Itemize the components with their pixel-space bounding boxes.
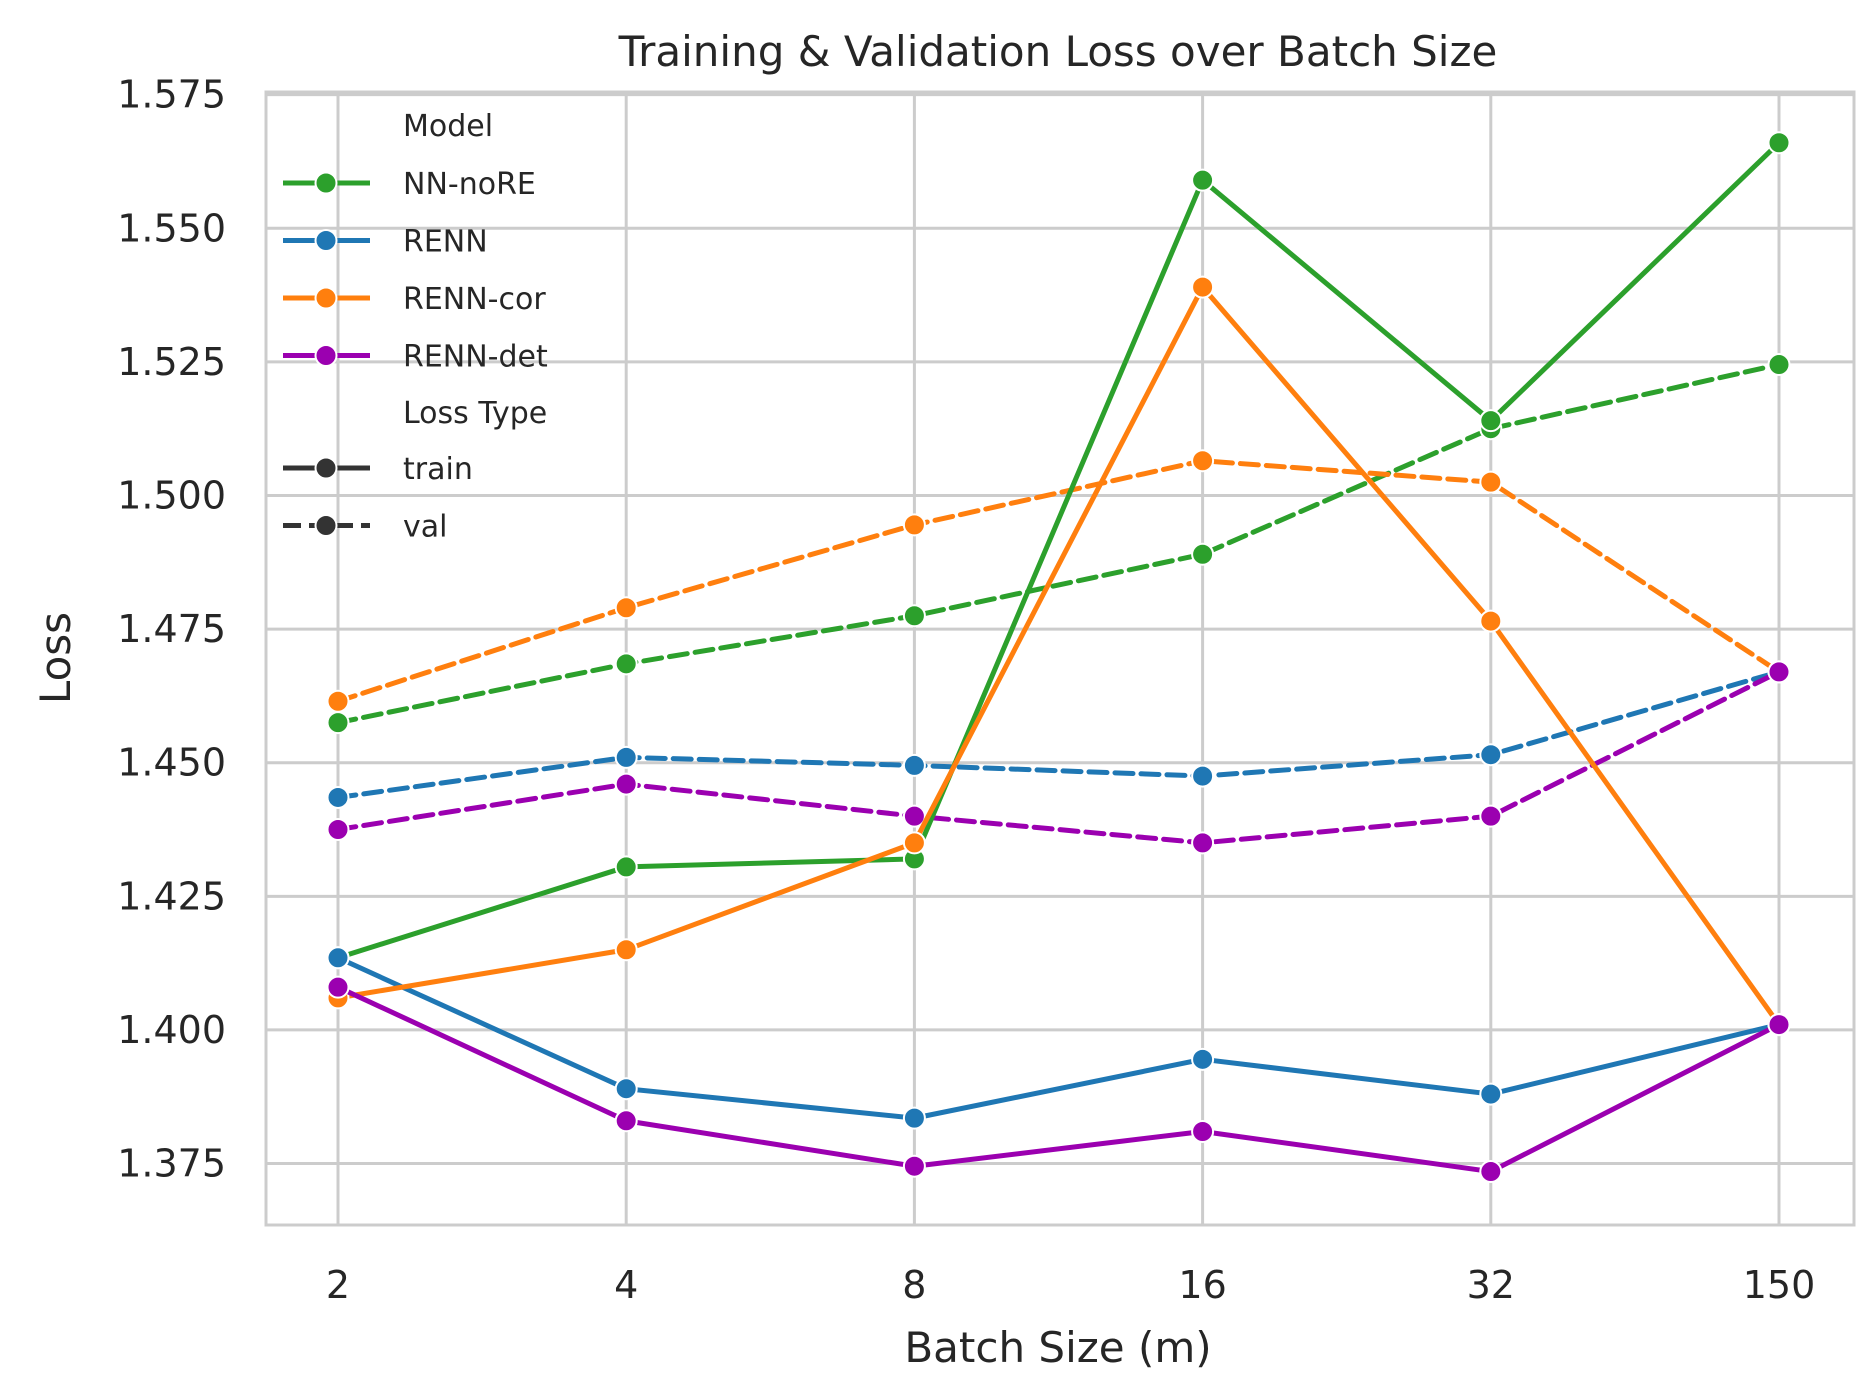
grid [266,92,1854,1225]
legend-style-label: train [403,452,473,487]
data-point-renn-cor-val [902,513,926,537]
plot-area [266,92,1854,1225]
data-point-renn-train [902,1106,926,1130]
y-tick-label: 1.525 [117,340,226,384]
legend: Model Loss Type NN-noRE RENN RENN-cor RENN-… [283,109,548,545]
legend-marker [314,286,338,310]
data-point-nn-nore-val [326,711,350,735]
y-tick-label: 1.475 [117,607,226,651]
x-tick-label: 4 [614,1263,638,1307]
y-tick-label: 1.400 [117,1008,226,1052]
data-point-nn-nore-val [902,604,926,628]
legend-entry-label: RENN-cor [403,282,546,317]
data-point-renn-val [902,753,926,777]
series-line-renn-val [335,669,1782,800]
series-line-renn-cor-train [335,284,1782,1028]
legend-entry-label: RENN-det [403,340,548,375]
data-point-renn-val [614,745,638,769]
data-point-renn-det-val [326,818,350,842]
legend-marker [314,344,338,367]
data-point-renn-det-val [1767,660,1791,684]
x-tick-label: 16 [1178,1263,1226,1307]
data-point-renn-cor-train [902,831,926,855]
y-axis-label: Loss [31,612,80,704]
data-point-renn-det-val [1479,804,1503,828]
data-point-renn-det-val [1191,831,1215,855]
plot-frame [264,90,1856,1227]
data-point-renn-val [326,785,350,809]
data-point-renn-cor-val [1191,449,1215,473]
legend-marker [314,514,338,537]
data-point-renn-det-train [326,975,350,999]
data-point-renn-train [614,1077,638,1101]
data-point-renn-val [1479,743,1503,767]
data-point-renn-val [1191,764,1215,788]
x-tick-label: 150 [1743,1263,1816,1307]
data-point-nn-nore-train [1767,131,1791,155]
data-point-renn-det-train [902,1154,926,1178]
series-line-renn-det-val [335,669,1782,846]
data-point-renn-det-train [1479,1160,1503,1184]
data-point-renn-train [1191,1047,1215,1071]
data-point-nn-nore-val [1767,353,1791,377]
series-line-renn-det-train [335,984,1782,1175]
legend-style-label: val [403,510,447,545]
data-point-renn-cor-train [1191,275,1215,299]
y-ticks: 1.375 1.400 1.425 1.450 1.475 1.500 1.525 1.550… [117,73,226,1186]
data-point-renn-det-val [902,804,926,828]
series-line-nn-nore-val [335,362,1782,726]
data-point-renn-det-val [614,772,638,796]
data-point-nn-nore-val [614,652,638,676]
legend-loss-type-title: Loss Type [403,396,547,431]
data-point-renn-det-train [1767,1013,1791,1037]
y-tick-label: 1.375 [117,1142,226,1186]
data-point-renn-cor-val [326,689,350,713]
series-layer [326,131,1791,1184]
legend-entry-label: RENN [403,225,488,260]
data-point-nn-nore-val [1191,542,1215,566]
data-point-nn-nore-train [1479,409,1503,433]
data-point-renn-train [1479,1082,1503,1106]
data-point-nn-nore-train [1191,168,1215,192]
x-ticks: 2 4 8 16 32 150 [326,1263,1815,1307]
data-point-renn-cor-train [614,938,638,962]
legend-marker [314,171,338,195]
series-line-nn-nore-train [335,140,1782,961]
legend-model-title: Model [403,109,493,144]
data-point-renn-cor-val [614,596,638,620]
x-tick-label: 2 [326,1263,350,1307]
legend-marker [314,229,338,252]
data-point-renn-cor-val [1479,470,1503,494]
data-point-nn-nore-train [614,855,638,879]
data-point-renn-cor-train [1479,609,1503,633]
y-tick-label: 1.575 [117,73,226,117]
legend-marker [314,456,338,480]
y-tick-label: 1.550 [117,206,226,250]
data-point-renn-train [326,946,350,970]
chart-title: Training & Validation Loss over Batch Si… [618,27,1498,76]
data-point-renn-det-train [614,1109,638,1133]
x-axis-label: Batch Size (m) [904,1323,1211,1372]
y-tick-label: 1.500 [117,473,226,517]
y-tick-label: 1.450 [117,741,226,785]
series-line-renn-cor-val [335,458,1782,704]
x-tick-label: 32 [1467,1263,1515,1307]
series-line-renn-train [335,955,1782,1121]
y-tick-label: 1.425 [117,874,226,918]
data-point-renn-det-train [1191,1119,1215,1143]
x-tick-label: 8 [902,1263,926,1307]
legend-entry-label: NN-noRE [403,167,536,202]
